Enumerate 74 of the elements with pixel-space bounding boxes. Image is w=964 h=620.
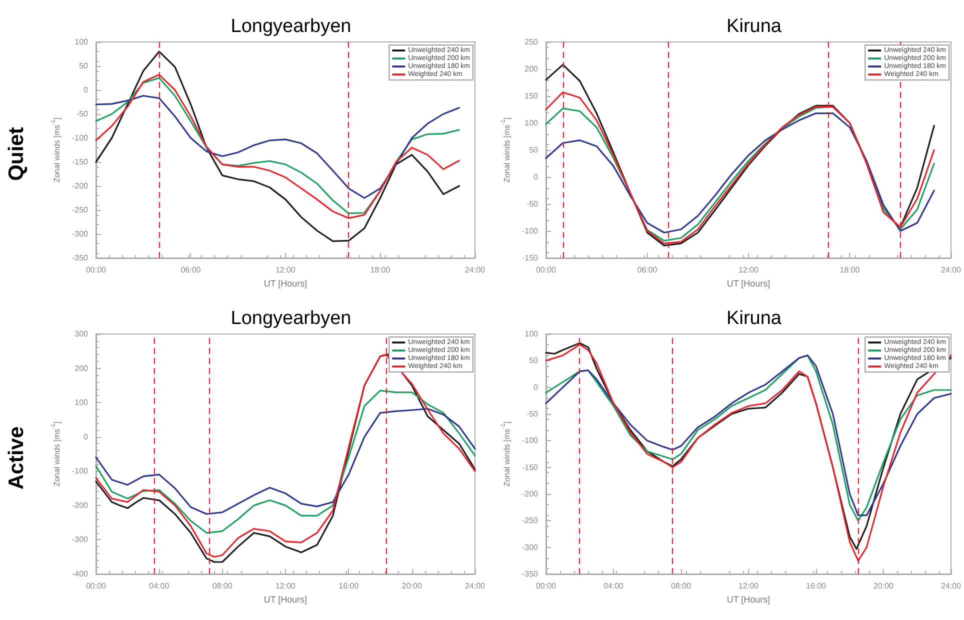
chart-title: Kiruna	[726, 16, 782, 37]
x-tick-label: 24:00	[940, 266, 962, 274]
y-tick-label: 0	[534, 382, 539, 392]
x-tick-label: 04:00	[149, 582, 170, 590]
y-tick-label: -350	[72, 254, 89, 262]
x-tick-label: 24:00	[940, 582, 962, 590]
x-axis-title: UT [Hours]	[726, 594, 770, 604]
x-tick-label: 16:00	[338, 582, 360, 590]
y-tick-label: 200	[524, 64, 539, 74]
y-tick-label: -100	[522, 436, 539, 446]
y-tick-label: -200	[72, 500, 89, 510]
y-tick-label: 100	[524, 330, 539, 338]
x-tick-label: 08:00	[212, 582, 233, 590]
y-tick-label: -200	[72, 182, 89, 190]
y-tick-label: -50	[76, 110, 89, 118]
chart-title: Kiruna	[726, 308, 782, 329]
y-tick-label: -50	[526, 200, 539, 208]
x-tick-label: 00:00	[86, 582, 107, 590]
x-tick-label: 18:00	[840, 266, 860, 274]
y-tick-label: -200	[522, 490, 539, 498]
chart-title: Longyearbyen	[230, 16, 352, 37]
x-tick-label: 24:00	[464, 582, 486, 590]
y-tick-label: -300	[72, 230, 89, 238]
x-axis-title: UT [Hours]	[264, 594, 308, 604]
line-series	[95, 94, 460, 199]
x-tick-label: 00:00	[536, 266, 557, 274]
x-tick-label: 00:00	[536, 582, 557, 590]
chart-title: Longyearbyen	[230, 308, 352, 329]
y-tick-label: -50	[526, 410, 539, 418]
y-tick-label: 300	[74, 330, 89, 338]
x-tick-label: 06:00	[637, 266, 658, 274]
y-tick-label: 0	[84, 432, 89, 442]
x-tick-label: 24:00	[464, 266, 486, 274]
y-tick-label: -300	[72, 535, 89, 544]
x-tick-label: 18:00	[370, 266, 391, 274]
y-tick-label: 0	[84, 86, 89, 94]
y-tick-label: 250	[524, 38, 539, 46]
x-tick-label: 16:00	[806, 582, 827, 590]
y-tick-label: -250	[522, 516, 539, 526]
y-tick-label: -250	[72, 206, 89, 214]
y-tick-label: 0	[534, 172, 539, 182]
y-tick-label: -150	[522, 254, 539, 262]
y-tick-label: -100	[72, 466, 89, 476]
y-tick-label: 50	[529, 356, 539, 366]
y-tick-label: -400	[72, 570, 89, 578]
x-axis-title: UT [Hours]	[726, 278, 770, 288]
x-tick-label: 06:00	[180, 266, 202, 274]
x-tick-label: 20:00	[402, 582, 422, 590]
y-tick-label: 100	[524, 118, 539, 128]
x-tick-label: 00:00	[86, 266, 107, 274]
y-tick-label: -100	[522, 226, 539, 236]
x-tick-label: 20:00	[873, 582, 894, 590]
y-tick-label: -300	[522, 542, 539, 552]
x-tick-label: 12:00	[275, 266, 296, 274]
y-tick-label: 200	[74, 364, 89, 373]
y-tick-label: -150	[72, 158, 89, 166]
x-tick-label: 04:00	[603, 582, 624, 590]
x-tick-label: 12:00	[738, 582, 760, 590]
x-tick-label: 12:00	[738, 266, 760, 274]
line-series	[95, 408, 476, 515]
text: Quiet	[5, 127, 28, 181]
x-tick-label: 08:00	[670, 582, 692, 590]
text: Active	[5, 426, 28, 490]
y-tick-label: -100	[72, 134, 89, 142]
y-tick-label: 100	[74, 398, 89, 408]
x-axis-title: UT [Hours]	[264, 278, 308, 288]
y-tick-label: 50	[79, 62, 89, 70]
y-tick-label: 50	[529, 146, 539, 154]
x-tick-label: 12:00	[275, 582, 296, 590]
y-tick-label: 100	[74, 38, 89, 46]
y-tick-label: -350	[522, 570, 539, 578]
line-series	[95, 390, 476, 534]
y-tick-label: -150	[522, 462, 539, 472]
y-tick-label: 150	[524, 92, 539, 100]
